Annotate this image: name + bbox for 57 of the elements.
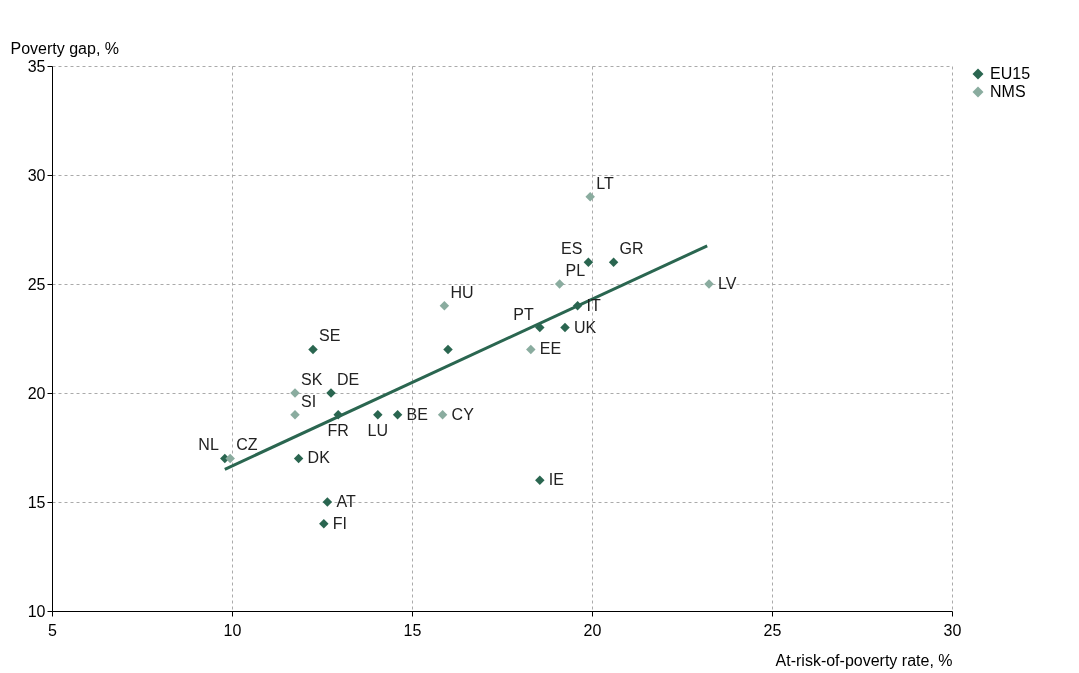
annotation: PT <box>513 305 535 323</box>
x-axis-title: At-risk-of-poverty rate, % <box>775 651 953 669</box>
point <box>308 344 318 355</box>
point <box>560 322 570 333</box>
point <box>319 519 329 529</box>
annotation: ES <box>561 240 583 258</box>
x-tick-label: 20 <box>583 621 602 639</box>
annotation: CY <box>451 405 475 423</box>
point <box>443 344 453 355</box>
x-tick-label: 30 <box>943 621 962 639</box>
annotation: EE <box>539 340 562 358</box>
y-tick-label: 10 <box>27 602 46 620</box>
y-tick-label: 30 <box>27 166 46 184</box>
point <box>293 453 304 464</box>
legend-label: NMS <box>990 83 1026 100</box>
annotation: LU <box>367 421 389 439</box>
y-tick-label: 15 <box>27 493 46 511</box>
annotation: DK <box>307 449 331 467</box>
point <box>583 257 594 267</box>
annotation: NL <box>198 436 219 454</box>
point <box>373 410 383 420</box>
point <box>392 410 403 420</box>
point <box>225 453 235 464</box>
point <box>535 475 545 485</box>
annotation: SI <box>301 392 317 410</box>
x-tick-label: 25 <box>763 621 782 639</box>
annotation: IT <box>586 296 602 314</box>
point <box>608 257 619 267</box>
annotation: FR <box>327 421 349 439</box>
x-tick-label: 15 <box>403 621 422 639</box>
point <box>554 279 565 289</box>
annotation: BE <box>406 405 428 423</box>
y-tick-label: 35 <box>27 57 46 75</box>
annotation: LV <box>718 275 737 292</box>
y-tick-label: 20 <box>27 384 46 402</box>
annotation: IE <box>548 471 564 489</box>
annotation: SE <box>319 327 341 345</box>
annotation: GR <box>619 240 644 258</box>
annotation: LT <box>596 174 614 192</box>
annotation: UK <box>574 318 597 336</box>
point <box>526 344 536 355</box>
annotation: FI <box>332 514 348 532</box>
x-tick-label: 5 <box>48 621 58 639</box>
annotation: HU <box>450 283 474 301</box>
annotation: DE <box>337 371 360 388</box>
point <box>437 410 448 420</box>
annotation: AT <box>336 493 356 510</box>
point <box>322 497 333 507</box>
legend-label: EU15 <box>990 65 1031 82</box>
annotation: PL <box>565 262 586 279</box>
annotation: SK <box>301 371 323 388</box>
y-axis-title: Poverty gap, % <box>10 39 119 57</box>
point <box>585 192 595 202</box>
annotation: CZ <box>236 436 258 454</box>
x-tick-label: 10 <box>223 621 242 639</box>
y-tick-label: 25 <box>27 275 46 293</box>
point <box>439 301 450 311</box>
